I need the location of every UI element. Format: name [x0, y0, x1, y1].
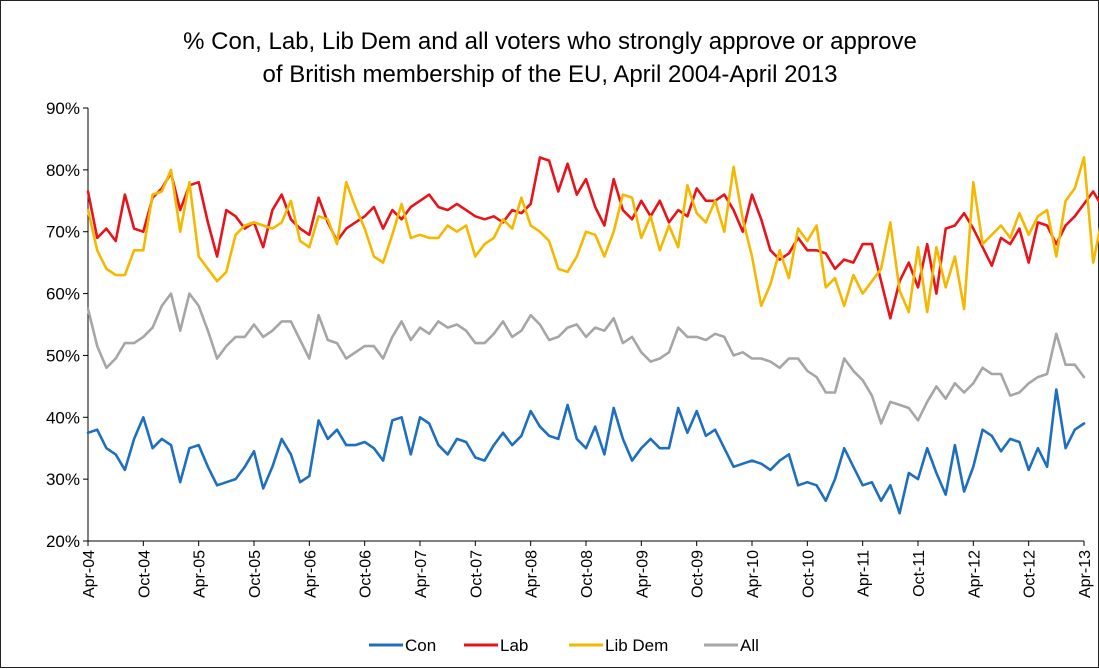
legend-label-con: Con: [405, 636, 436, 655]
legend-label-lib-dem: Lib Dem: [605, 636, 668, 655]
chart-title-line-2: of British membership of the EU, April 2…: [263, 61, 838, 88]
x-tick-label: Apr-10: [745, 550, 762, 598]
legend-label-all: All: [740, 636, 759, 655]
x-tick-label: Apr-06: [302, 550, 319, 598]
y-tick-label: 60%: [46, 285, 80, 304]
series-line-lib-dem: [86, 156, 1099, 314]
x-tick-label: Apr-04: [81, 550, 98, 598]
x-tick-label: Oct-07: [468, 550, 485, 598]
x-tick-label: Oct-10: [800, 550, 817, 598]
x-tick-label: Oct-04: [136, 550, 153, 598]
y-tick-label: 30%: [46, 470, 80, 489]
x-tick-label: Oct-12: [1022, 550, 1039, 598]
series-line-all: [86, 292, 1086, 425]
y-tick-label: 50%: [46, 346, 80, 365]
x-tick-label: Oct-06: [358, 550, 375, 598]
y-tick-label: 20%: [46, 532, 80, 551]
x-tick-label: Apr-08: [524, 550, 541, 598]
chart-title-line-1: % Con, Lab, Lib Dem and all voters who s…: [183, 28, 917, 55]
legend-label-lab: Lab: [500, 636, 528, 655]
x-tick-label: Apr-13: [1077, 550, 1094, 598]
series-line-con: [86, 388, 1086, 515]
y-tick-label: 40%: [46, 408, 80, 427]
y-tick-label: 70%: [46, 223, 80, 242]
x-tick-label: Oct-11: [911, 550, 928, 597]
y-tick-label: 90%: [46, 99, 80, 118]
x-tick-label: Oct-05: [247, 550, 264, 598]
series-lines: [86, 156, 1099, 515]
x-tick-label: Oct-09: [690, 550, 707, 598]
y-tick-label: 80%: [46, 161, 80, 180]
x-tick-label: Apr-07: [413, 550, 430, 598]
x-tick-label: Apr-11: [856, 550, 873, 597]
x-tick-label: Oct-08: [579, 550, 596, 598]
series-line-lab: [86, 156, 1099, 320]
x-tick-label: Apr-05: [192, 550, 209, 598]
x-tick-label: Apr-12: [966, 550, 983, 598]
x-tick-label: Apr-09: [634, 550, 651, 598]
legend: Con Lab Lib Dem All: [369, 636, 759, 655]
axes: 20% 30% 40% 50% 60% 70% 80% 90% Apr-04 Oct-04 Apr-…: [46, 99, 1094, 598]
